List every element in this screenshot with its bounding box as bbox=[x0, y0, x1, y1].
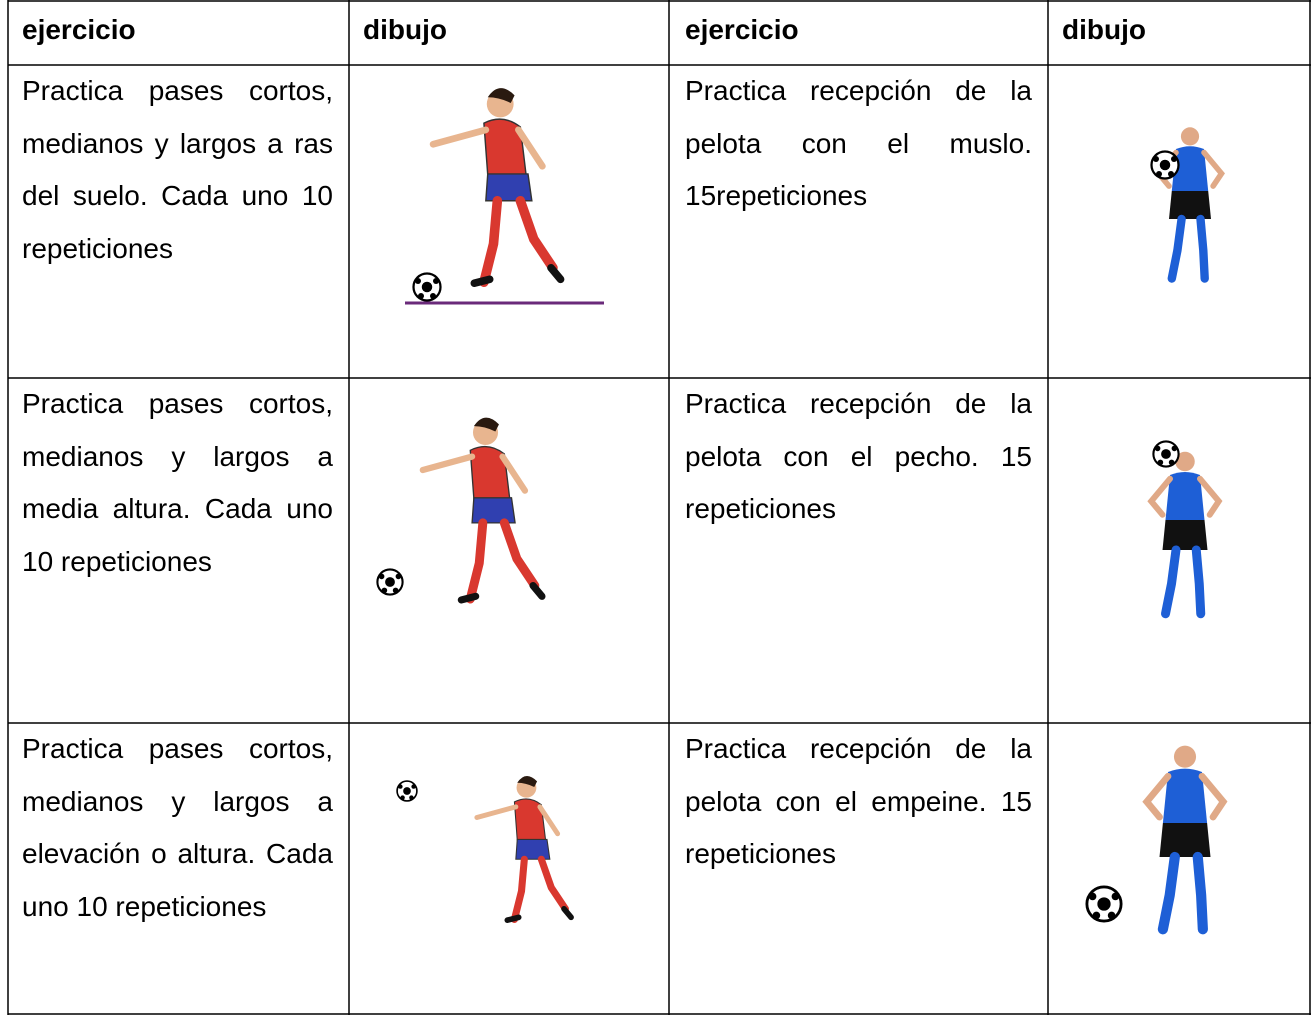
ball bbox=[1150, 150, 1180, 180]
header-cell: dibujo bbox=[1062, 14, 1146, 45]
player-drawing bbox=[1159, 127, 1222, 278]
ball bbox=[376, 568, 404, 596]
exercise-text: Practica recepción de la pelota con el p… bbox=[685, 388, 1032, 524]
header-cell: dibujo bbox=[363, 14, 447, 45]
exercise-text: Practica pases cortos, medianos y largos… bbox=[22, 75, 333, 264]
exercise-text: Practica pases cortos, medianos y largos… bbox=[22, 733, 333, 922]
exercise-text: Practica pases cortos, medianos y largos… bbox=[22, 388, 333, 577]
exercise-text: Practica recepción de la pelota con el e… bbox=[685, 733, 1032, 869]
exercise-text: Practica recepción de la pelota con el m… bbox=[685, 75, 1032, 211]
player-drawing bbox=[423, 418, 542, 600]
ball bbox=[1085, 885, 1123, 923]
player-drawing bbox=[477, 776, 571, 920]
player-drawing bbox=[1151, 452, 1219, 614]
player-drawing bbox=[1147, 746, 1224, 930]
ball bbox=[1152, 440, 1180, 468]
header-cell: ejercicio bbox=[22, 14, 136, 45]
ball bbox=[412, 272, 442, 302]
header-cell: ejercicio bbox=[685, 14, 799, 45]
ball bbox=[396, 780, 418, 802]
player-drawing bbox=[433, 88, 560, 283]
